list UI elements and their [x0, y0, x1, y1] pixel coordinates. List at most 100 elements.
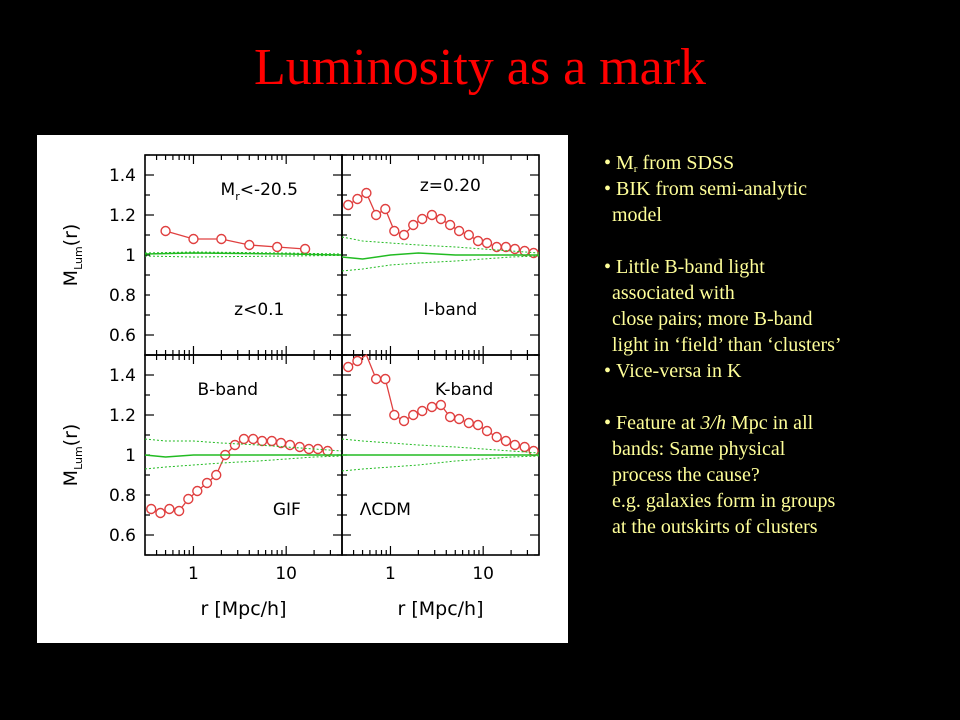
y-label-sub: Lum [72, 446, 85, 470]
reference-line-dotted [144, 251, 343, 255]
series-line-mr [165, 230, 306, 250]
data-point [398, 229, 410, 241]
reference-line-dotted [144, 455, 343, 470]
x-tick-label: 1 [385, 564, 396, 584]
x-tick-label: 1 [188, 564, 199, 584]
data-point [380, 203, 391, 215]
panel-kband: K-band ΛCDM [341, 354, 540, 556]
data-point [417, 405, 428, 417]
data-point [500, 435, 512, 447]
y-tick-label: 0.8 [109, 486, 136, 506]
y-tick-label: 0.6 [109, 326, 136, 346]
data-point [426, 209, 438, 221]
data-point [216, 233, 227, 245]
data-point [444, 411, 456, 423]
bullet-feature-pre: Feature at [616, 412, 701, 434]
reference-line-dotted [341, 438, 540, 454]
y-tick-label: 1.4 [109, 166, 136, 186]
y-axis-label: MLum(r) [60, 424, 85, 487]
data-point [509, 243, 521, 255]
data-point [453, 225, 465, 237]
data-point [266, 435, 278, 447]
data-point [201, 477, 213, 489]
bullet-kband-text: Vice-versa in K [616, 360, 742, 382]
bullet-bband: • Little B-band light [604, 256, 765, 278]
bullet-feature: • Feature at 3/h Mpc in all [604, 412, 814, 434]
panel-label: I-band [423, 300, 477, 320]
chart-figure: Mr<-20.5 z<0.1 z=0.20 I-band B-band GIF K-band… [37, 135, 568, 643]
bullet-feature-cont-4: at the outskirts of clusters [612, 516, 818, 538]
data-point [343, 199, 354, 211]
reference-line-solid [144, 454, 342, 458]
data-point [463, 417, 475, 429]
data-point [528, 445, 539, 457]
data-point [389, 225, 400, 237]
data-point [472, 419, 484, 431]
panel-label: z<0.1 [234, 300, 284, 320]
panel-label: ΛCDM [360, 500, 411, 520]
data-point [453, 413, 465, 425]
data-point [343, 361, 354, 373]
bullet-mr-rest: from SDSS [637, 152, 735, 174]
panel-label: Mr<-20.5 [221, 180, 298, 203]
data-point [435, 399, 447, 411]
data-point [229, 439, 241, 451]
x-axis-label: r [Mpc/h] [397, 598, 483, 620]
data-point [519, 245, 530, 257]
data-point [370, 373, 382, 385]
data-point [247, 433, 259, 445]
x-tick-label: 10 [472, 564, 494, 584]
chart-svg: Mr<-20.5 z<0.1 z=0.20 I-band B-band GIF K-band… [60, 154, 540, 620]
data-point [472, 235, 484, 247]
bullet-bband-text: Little B-band light [616, 256, 765, 278]
y-label-m: M [60, 470, 82, 486]
bullet-feature-em: 3/h [700, 412, 726, 434]
bullet-feature-cont-3: e.g. galaxies form in groups [612, 490, 836, 512]
data-point [370, 209, 382, 221]
bullet-bband-cont-2: close pairs; more B-band [612, 308, 813, 330]
bullet-feature-cont-2: process the cause? [612, 464, 760, 486]
reference-line-dotted [341, 455, 540, 472]
data-point [463, 229, 475, 241]
data-point [509, 439, 521, 451]
data-point [188, 233, 199, 245]
y-tick-label: 1 [125, 246, 136, 266]
data-point [299, 243, 311, 255]
data-point [491, 431, 502, 443]
x-axis-label: r [Mpc/h] [200, 598, 286, 620]
bullet-bik: • BIK from semi-analytic [604, 178, 808, 200]
bullet-bband-cont-3: light in ‘field’ than ‘clusters’ [612, 334, 842, 356]
data-point [160, 225, 171, 237]
data-point [294, 441, 305, 453]
y-label-rest: (r) [60, 424, 82, 447]
panel-label: K-band [435, 380, 493, 400]
bullet-feature-post: Mpc in all [725, 412, 814, 434]
y-tick-label: 1.4 [109, 366, 136, 386]
data-point [322, 445, 333, 457]
slide-title: Luminosity as a mark [253, 39, 707, 96]
y-label-sub: Lum [72, 246, 85, 270]
data-point [444, 219, 456, 231]
panel-label: B-band [197, 380, 258, 400]
data-point [146, 503, 157, 515]
panel-iband: z=0.20 I-band [341, 154, 540, 356]
y-tick-label: 0.8 [109, 286, 136, 306]
bullet-mr-sub: r [633, 163, 638, 175]
data-point [192, 485, 203, 497]
panel-label: z=0.20 [420, 176, 481, 196]
y-tick-label: 1.2 [109, 206, 136, 226]
data-point [211, 469, 222, 481]
data-point [389, 409, 400, 421]
data-point [352, 193, 363, 205]
bullet-bik-cont: model [612, 204, 662, 226]
data-point [519, 441, 530, 453]
panel-label-m: M [221, 180, 236, 200]
data-point [244, 239, 255, 251]
data-point [426, 401, 438, 413]
panel-label: GIF [273, 500, 301, 520]
data-point [164, 503, 175, 515]
reference-line-solid [341, 252, 539, 260]
panel-bband: B-band GIF [144, 354, 343, 556]
panel-mr: Mr<-20.5 z<0.1 [144, 154, 343, 356]
data-point [238, 433, 250, 445]
